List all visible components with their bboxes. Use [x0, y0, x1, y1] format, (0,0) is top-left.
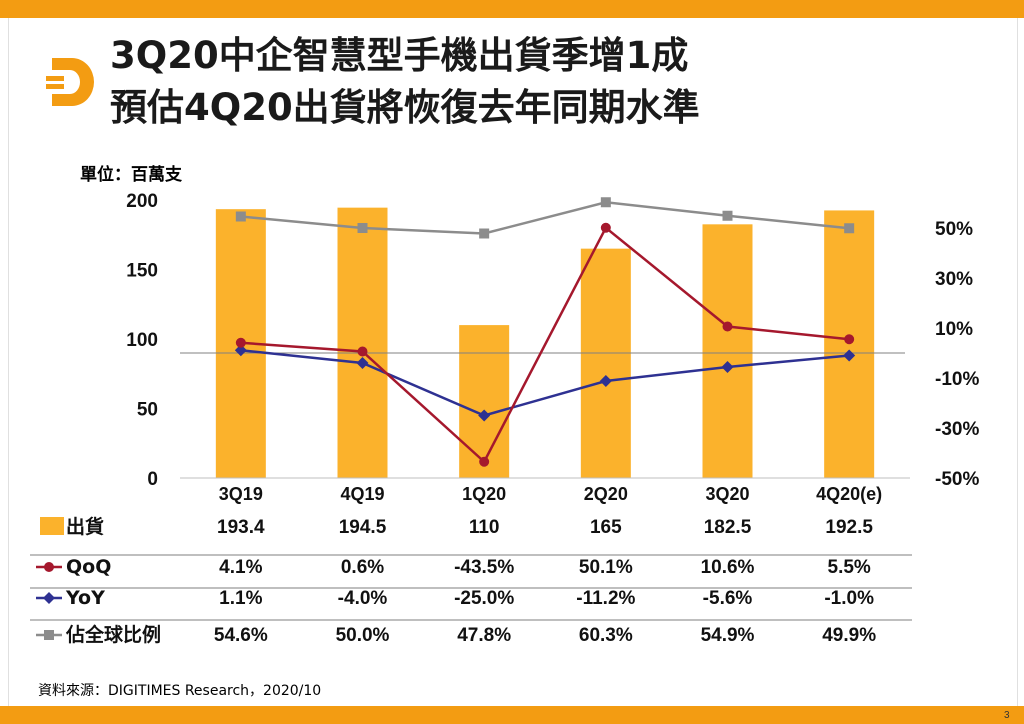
category-label: 2Q20 [584, 484, 628, 504]
unit-label: 單位：百萬支 [80, 165, 182, 185]
qoq-point [722, 321, 733, 332]
data-label: 182.5 [704, 517, 752, 538]
left-axis-tick: 50 [137, 400, 158, 421]
data-label: 4.1% [219, 557, 262, 578]
yoy-point [234, 344, 247, 357]
data-label: 194.5 [339, 517, 387, 538]
yoy-point [478, 409, 491, 422]
data-label: 0.6% [341, 557, 384, 578]
yoy-point [843, 349, 856, 362]
title-line-1: 3Q20中企智慧型手機出貨季增1成 [110, 34, 689, 77]
right-axis-tick: -10% [935, 369, 979, 390]
data-label: -5.6% [703, 588, 753, 609]
qoq-point [235, 337, 246, 348]
right-axis-tick: -30% [935, 419, 979, 440]
qoq-series-line [240, 225, 850, 464]
legend-swatch-marker [44, 630, 54, 640]
right-axis-tick: -50% [935, 469, 979, 490]
qoq-point [479, 456, 490, 467]
title-line-2: 預估4Q20出貨將恢復去年同期水準 [110, 86, 700, 129]
share-series-line [240, 200, 850, 235]
legend-label: YoY [65, 587, 105, 609]
data-label: 10.6% [701, 557, 755, 578]
share-point [722, 210, 733, 221]
data-label: 50.0% [336, 625, 390, 646]
data-label: 60.3% [579, 625, 633, 646]
qoq-point [844, 334, 855, 345]
share-point [235, 211, 246, 222]
legend-swatch-bar [40, 517, 64, 535]
legend-label: 出貨 [66, 515, 104, 538]
data-label: 165 [590, 517, 622, 538]
yoy-point [721, 361, 734, 373]
digitimes-logo-icon [46, 58, 94, 106]
top-accent-bar [0, 0, 1024, 18]
data-label: 54.9% [701, 625, 755, 646]
yoy-series-line [240, 349, 850, 417]
bar-2Q20 [580, 248, 631, 478]
category-label: 4Q20(e) [816, 484, 882, 504]
data-label: -11.2% [576, 588, 635, 609]
data-label: 5.5% [828, 557, 871, 578]
share-point [357, 223, 368, 233]
yoy-point [599, 375, 612, 387]
left-axis-tick: 200 [126, 191, 158, 212]
yoy-point [356, 357, 369, 369]
data-label: -25.0% [454, 588, 514, 609]
left-axis-tick: 100 [126, 330, 158, 351]
legend-label: 佔全球比例 [65, 623, 161, 646]
category-label: 4Q19 [340, 484, 384, 504]
qoq-point [357, 346, 368, 357]
data-label: 47.8% [457, 625, 511, 646]
data-label: -4.0% [338, 588, 388, 609]
data-label: 192.5 [825, 517, 873, 538]
legend-swatch-marker [43, 592, 55, 604]
legend-swatch-marker [44, 562, 54, 572]
bar-1Q20 [459, 325, 510, 478]
legend-label: QoQ [66, 556, 111, 578]
source-note: 資料來源：DIGITIMES Research，2020/10 [38, 683, 322, 699]
qoq-point [600, 222, 611, 233]
slide-frame [8, 18, 1018, 706]
share-point [479, 228, 490, 239]
right-axis-tick: 30% [935, 269, 973, 290]
right-axis-tick: 50% [935, 219, 973, 240]
bar-4Q19 [337, 207, 388, 478]
data-label: 110 [469, 517, 500, 538]
bar-3Q20 [702, 224, 753, 478]
bottom-accent-bar [0, 706, 1024, 724]
category-label: 3Q19 [219, 484, 263, 504]
data-label: 49.9% [822, 625, 876, 646]
data-label: -43.5% [454, 557, 514, 578]
right-axis-tick: 10% [935, 319, 973, 340]
data-label: -1.0% [824, 588, 874, 609]
category-label: 1Q20 [462, 484, 506, 504]
category-label: 3Q20 [705, 484, 749, 504]
share-point [844, 223, 855, 234]
data-label: 50.1% [579, 557, 633, 578]
page-number: 3 [1004, 710, 1010, 721]
slide-title: 3Q20中企智慧型手機出貨季增1成 預估4Q20出貨將恢復去年同期水準 [110, 30, 700, 134]
data-label: 193.4 [217, 517, 265, 538]
left-axis-tick: 0 [147, 469, 158, 490]
share-point [600, 197, 611, 208]
data-label: 54.6% [214, 625, 268, 646]
left-axis-tick: 150 [126, 261, 158, 282]
data-label: 1.1% [219, 588, 262, 609]
